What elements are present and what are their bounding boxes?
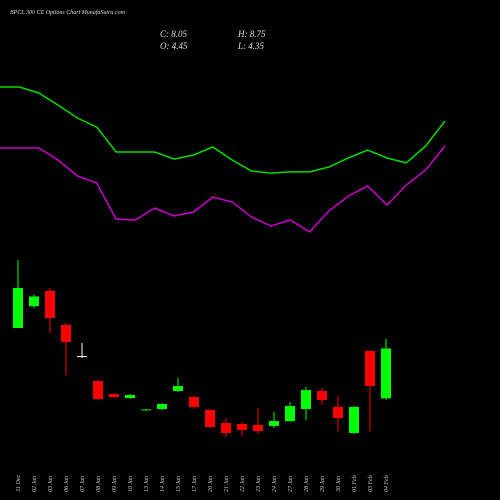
x-tick-label: 23 Jan	[256, 476, 262, 492]
candle-body	[109, 394, 119, 397]
x-tick-label: 28 Jan	[304, 476, 310, 492]
chart-title: BPCL 300 CE Options Chart MunafaSutra.co…	[10, 9, 126, 16]
x-tick-label: 20 Jan	[208, 476, 214, 492]
line-series	[0, 86, 446, 174]
candle-body	[317, 391, 327, 401]
x-tick-label: 01 Feb	[352, 475, 358, 492]
candle-body	[157, 404, 167, 410]
x-tick-label: 07 Jan	[80, 476, 86, 492]
candle-body	[221, 423, 231, 433]
candle-body	[301, 390, 311, 410]
x-tick-label: 09 Jan	[112, 476, 118, 492]
x-tick-label: 21 Jan	[224, 476, 230, 492]
x-tick-label: 22 Jan	[240, 476, 246, 492]
x-tick-label: 27 Jan	[288, 476, 294, 492]
candle-body	[173, 386, 183, 391]
candle-body	[125, 395, 135, 399]
candle-body	[269, 421, 279, 427]
x-tick-label: 03 Feb	[368, 475, 374, 492]
candle-body	[45, 290, 55, 318]
candle-body	[253, 424, 263, 432]
candle-body	[29, 296, 39, 307]
x-tick-label: 03 Jan	[48, 476, 54, 492]
x-tick-label: 02 Jan	[32, 476, 38, 492]
candle-body	[13, 288, 23, 328]
close-stat: C: 8.05	[160, 29, 188, 39]
candle-body	[141, 409, 151, 411]
candle-body	[189, 396, 199, 407]
candle-body	[349, 406, 359, 433]
x-tick-label: 31 Dec	[16, 475, 22, 493]
open-stat: O: 4.45	[160, 41, 188, 51]
x-tick-label: 17 Jan	[192, 476, 198, 492]
x-tick-label: 15 Jan	[176, 476, 182, 492]
line-series	[0, 145, 446, 233]
x-tick-label: 14 Jan	[159, 476, 166, 492]
x-tick-label: 10 Jan	[128, 476, 134, 492]
candle-body	[285, 405, 295, 422]
x-tick-label: 29 Jan	[320, 476, 326, 492]
x-tick-label: 04 Feb	[383, 475, 390, 492]
candle-body	[365, 350, 375, 387]
x-tick-label: 30 Jan	[336, 476, 342, 493]
low-stat: L: 4.35	[237, 41, 265, 51]
candle-body	[381, 348, 391, 399]
x-tick-label: 24 Jan	[271, 476, 278, 492]
candle-body	[237, 423, 247, 430]
x-tick-label: 13 Jan	[144, 476, 150, 492]
candle-body	[205, 409, 215, 428]
x-tick-label: 06 Jan	[64, 476, 70, 492]
high-stat: H: 8.75	[237, 29, 266, 39]
candle-body	[77, 356, 87, 358]
x-tick-label: 08 Jan	[96, 476, 102, 492]
candle-body	[93, 381, 103, 400]
candle-body	[333, 406, 343, 419]
candle-body	[61, 325, 71, 342]
